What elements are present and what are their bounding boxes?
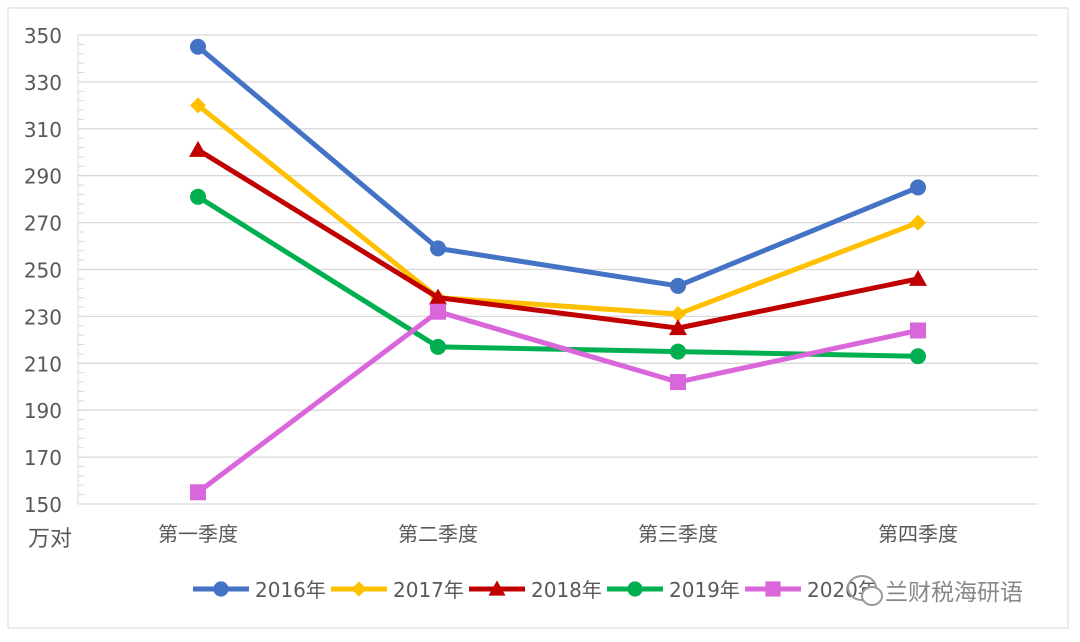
data-point bbox=[670, 343, 686, 360]
x-tick-label: 第一季度 bbox=[158, 522, 238, 546]
legend-item: 2019年 bbox=[607, 578, 740, 602]
data-point bbox=[430, 338, 446, 355]
y-tick-label: 190 bbox=[24, 399, 62, 423]
wechat-icon bbox=[847, 575, 883, 606]
watermark-text: 兰财税海研语 bbox=[885, 580, 1023, 606]
series-2018年 bbox=[189, 140, 927, 336]
chart-border bbox=[7, 7, 1069, 629]
data-point bbox=[190, 484, 206, 501]
legend-item: 2016年 bbox=[193, 578, 326, 602]
data-point bbox=[429, 288, 447, 305]
y-axis-label: 万对 bbox=[28, 527, 72, 552]
data-point bbox=[351, 581, 367, 597]
watermark: 兰财税海研语 bbox=[847, 575, 1023, 606]
x-tick-label: 第三季度 bbox=[638, 522, 718, 546]
data-point bbox=[189, 140, 207, 157]
data-point bbox=[670, 277, 686, 294]
x-tick-label: 第四季度 bbox=[878, 522, 958, 546]
data-point bbox=[430, 240, 446, 257]
series-line bbox=[196, 147, 919, 331]
data-point bbox=[910, 348, 926, 365]
data-point bbox=[190, 188, 206, 205]
data-point bbox=[909, 269, 927, 286]
series-line bbox=[196, 44, 919, 289]
y-tick-label: 330 bbox=[24, 71, 62, 95]
y-tick-label: 270 bbox=[24, 212, 62, 236]
data-point bbox=[765, 581, 781, 597]
data-point bbox=[670, 374, 686, 391]
legend-label: 2016年 bbox=[255, 578, 326, 602]
y-tick-label: 290 bbox=[24, 165, 62, 189]
legend-item: 2018年 bbox=[469, 578, 602, 602]
data-point bbox=[669, 319, 687, 336]
y-tick-label: 170 bbox=[24, 446, 62, 470]
y-tick-label: 250 bbox=[24, 259, 62, 283]
series-2016年 bbox=[190, 38, 926, 294]
series-line bbox=[196, 103, 919, 317]
y-tick-label: 150 bbox=[24, 493, 62, 517]
data-point bbox=[670, 306, 686, 323]
series-line bbox=[196, 309, 919, 495]
data-point bbox=[910, 214, 926, 231]
legend-label: 2017年 bbox=[393, 578, 464, 602]
data-point bbox=[910, 322, 926, 339]
y-tick-label: 350 bbox=[24, 24, 62, 48]
y-tick-label: 230 bbox=[24, 305, 62, 329]
y-tick-label: 310 bbox=[24, 118, 62, 142]
data-point bbox=[488, 580, 506, 596]
legend-item: 2017年 bbox=[331, 578, 464, 602]
data-point bbox=[910, 179, 926, 196]
data-point bbox=[213, 581, 229, 597]
x-tick-label: 第二季度 bbox=[398, 522, 478, 546]
data-point bbox=[190, 97, 206, 114]
data-point bbox=[190, 38, 206, 55]
data-point bbox=[627, 581, 643, 597]
y-tick-label: 210 bbox=[24, 352, 62, 376]
data-point bbox=[430, 303, 446, 320]
series-2020年 bbox=[190, 303, 926, 501]
legend-label: 2019年 bbox=[669, 578, 740, 602]
legend-label: 2018年 bbox=[531, 578, 602, 602]
